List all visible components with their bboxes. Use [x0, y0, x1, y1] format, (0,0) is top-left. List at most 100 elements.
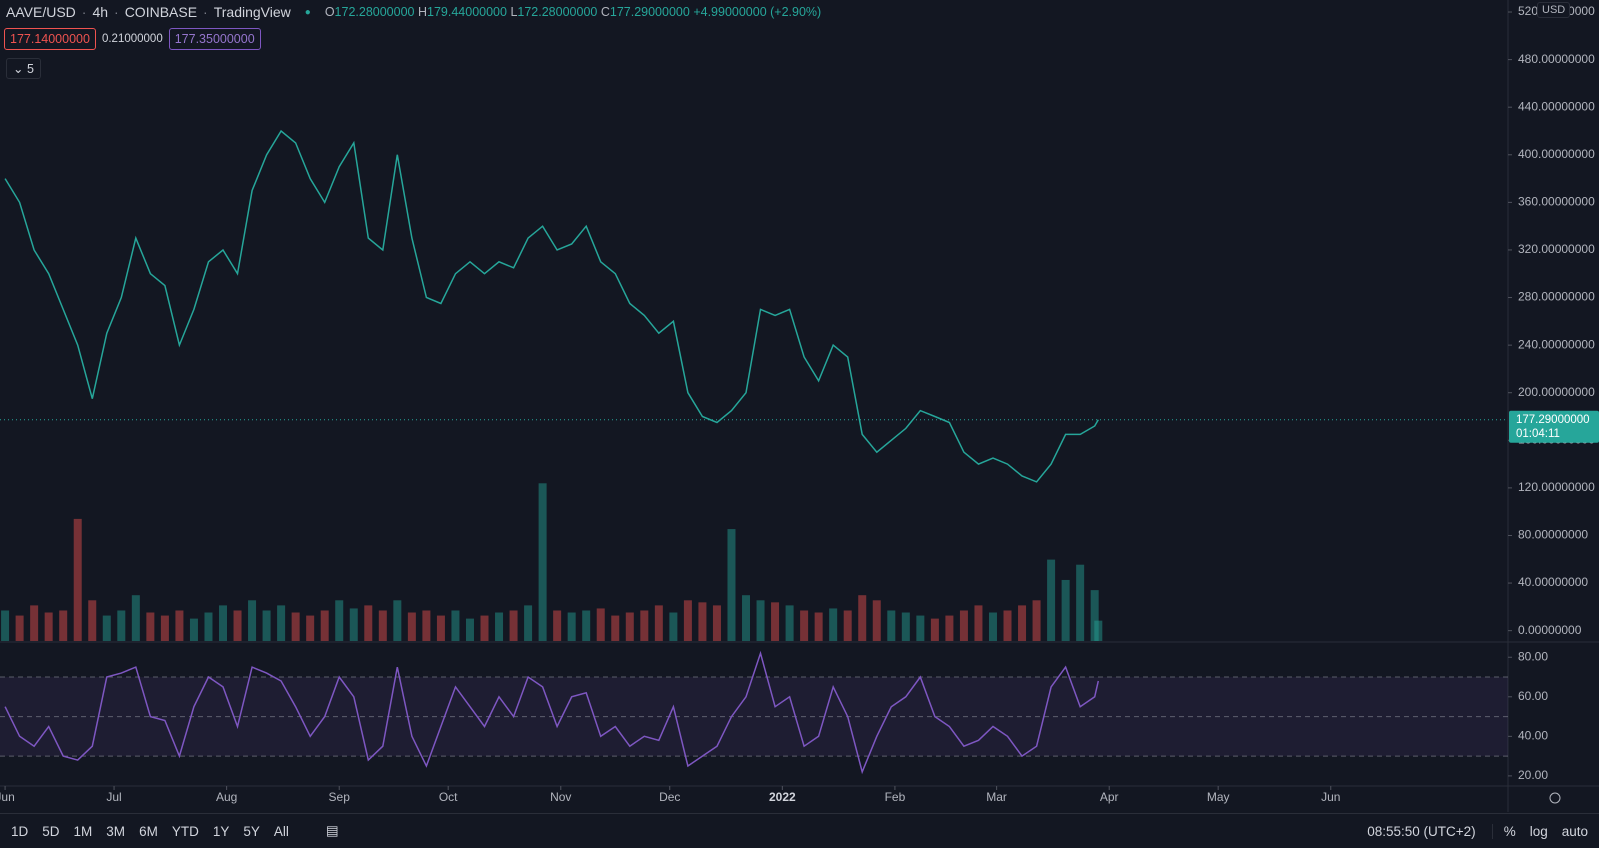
change: +4.99000000 (+2.90%) — [693, 5, 822, 19]
volume-bar — [189, 618, 198, 641]
volume-bar — [814, 612, 823, 641]
ohlc-label: L — [510, 5, 518, 19]
volume-bar — [945, 615, 954, 641]
indicators-toggle[interactable]: ⌄ 5 — [6, 58, 41, 79]
range-button[interactable]: 5Y — [243, 823, 260, 839]
y-tick-label: 0.00000000 — [1518, 623, 1582, 637]
scale-option[interactable]: log — [1529, 823, 1548, 839]
volume-bar — [712, 605, 721, 641]
y-tick-label: 40.00 — [1518, 729, 1548, 743]
ohlc-label: C — [600, 5, 610, 19]
range-button[interactable]: 1Y — [212, 823, 230, 839]
volume-bar — [727, 529, 736, 641]
x-tick-label: Apr — [1100, 790, 1119, 804]
volume-bar — [393, 600, 402, 641]
range-button[interactable]: YTD — [171, 823, 199, 839]
range-button[interactable]: All — [273, 823, 289, 839]
ohlc-value: 172.28000000 — [334, 5, 415, 19]
y-tick-label: 400.00000000 — [1518, 147, 1595, 161]
volume-bar — [930, 618, 939, 641]
volume-bar — [887, 610, 896, 641]
volume-bar — [451, 610, 460, 641]
volume-bar — [219, 605, 228, 641]
scale-option[interactable]: % — [1503, 823, 1516, 839]
volume-bar — [974, 605, 983, 641]
exchange: COINBASE — [124, 4, 198, 20]
indicators-count: 5 — [26, 62, 34, 76]
ohlc-value: 179.44000000 — [427, 5, 507, 19]
ohlc-value: 177.29000000 — [609, 5, 690, 19]
volume-bar — [73, 518, 82, 641]
range-button[interactable]: 3M — [106, 823, 126, 839]
x-tick-label: May — [1207, 790, 1230, 804]
volume-bar — [669, 612, 678, 641]
y-tick-label: 20.00 — [1518, 768, 1548, 782]
volume-bar — [349, 608, 358, 641]
range-button[interactable]: 5D — [42, 823, 60, 839]
x-tick-label: Jun — [1321, 790, 1340, 804]
volume-bar — [1032, 600, 1041, 641]
symbol: AAVE/USD — [6, 4, 76, 20]
toolbar: 1D 5D 1M 3M 6M YTD 1Y 5Y All ▤ 08:55:50 (UTC+2) … — [0, 813, 1599, 848]
x-tick-label: Jun — [0, 790, 15, 804]
x-tick-label: Jul — [106, 790, 121, 804]
volume-bar — [553, 610, 562, 641]
range-button[interactable]: 1M — [73, 823, 93, 839]
spread: 0.21000000 — [101, 33, 163, 45]
scale-options: % log auto — [1493, 824, 1599, 839]
separator: · — [81, 4, 87, 20]
volume-bar — [204, 612, 213, 641]
volume-bar — [785, 605, 794, 641]
volume-bar — [988, 612, 997, 641]
x-tick-label: Aug — [216, 790, 237, 804]
volume-bar — [654, 605, 663, 641]
range-button[interactable]: 1D — [11, 823, 29, 839]
volume-bar — [422, 610, 431, 641]
volume-bar — [742, 595, 751, 641]
volume-bar — [771, 602, 780, 641]
settings-icon[interactable] — [1549, 792, 1561, 804]
volume-bar — [364, 605, 373, 641]
volume-bar — [567, 612, 576, 641]
x-tick-label: Dec — [659, 790, 680, 804]
ask[interactable]: 177.35000000 — [168, 28, 261, 50]
volume-bar — [306, 615, 315, 641]
volume-bar — [291, 612, 300, 641]
volume-bar — [858, 595, 867, 641]
volume-bar — [88, 600, 97, 641]
header: AAVE/USD · 4h · COINBASE · TradingView ● O1… — [6, 4, 821, 20]
ohlc: O172.28000000 H179.44000000 L172.2800000… — [325, 5, 821, 19]
volume-bar — [538, 483, 547, 641]
y-tick-label: 120.00000000 — [1518, 480, 1595, 494]
y-tick-label: 80.00 — [1518, 649, 1548, 663]
separator: · — [114, 4, 119, 20]
x-tick-label: Mar — [986, 790, 1007, 804]
volume-bar — [1047, 559, 1056, 641]
currency[interactable]: USD — [1537, 2, 1571, 18]
volume-bar — [596, 608, 605, 641]
x-tick-label: Sep — [329, 790, 351, 804]
scale-option[interactable]: auto — [1561, 823, 1588, 839]
x-tick-label: Nov — [550, 790, 571, 804]
volume-bar — [843, 610, 852, 641]
volume-bar — [1090, 590, 1099, 641]
volume-bar — [117, 610, 126, 641]
separator: · — [203, 4, 208, 20]
y-tick-label: 360.00000000 — [1518, 195, 1595, 209]
volume-bar — [233, 610, 242, 641]
range-buttons: 1D 5D 1M 3M 6M YTD 1Y 5Y All — [0, 824, 296, 839]
volume-bar — [175, 610, 184, 641]
range-button[interactable]: 6M — [139, 823, 158, 839]
date-range-icon[interactable]: ▤ — [325, 823, 339, 838]
volume-bar — [901, 612, 910, 641]
volume-bar — [277, 605, 286, 641]
bid[interactable]: 177.14000000 — [4, 28, 96, 50]
volume-bar — [916, 615, 925, 641]
volume-bar — [102, 615, 111, 641]
volume-bar — [524, 605, 533, 641]
volume-bar — [1061, 579, 1070, 641]
y-tick-label: 80.00000000 — [1518, 528, 1588, 542]
volume-bar — [59, 610, 68, 641]
